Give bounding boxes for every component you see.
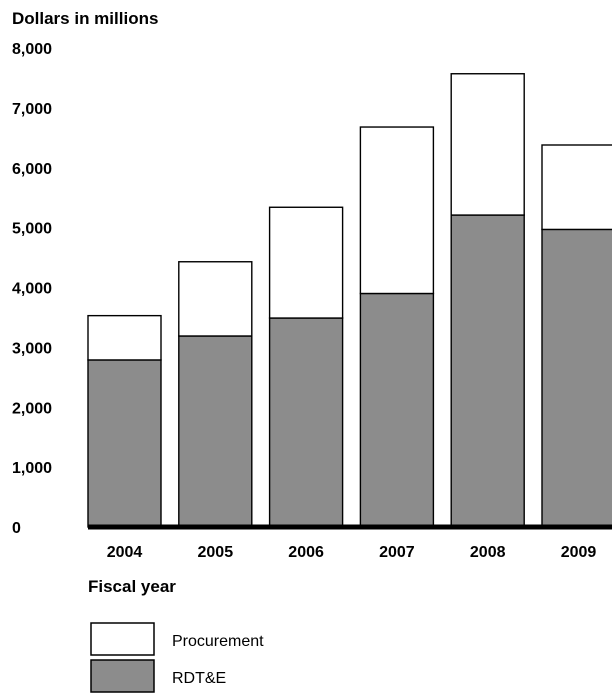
y-tick-label: 5,000	[12, 221, 52, 238]
y-tick-label: 2,000	[12, 400, 52, 417]
bar-procurement-2008	[450, 73, 525, 216]
bars	[87, 73, 612, 528]
bar-rdte-2006	[268, 317, 344, 528]
x-tick-label: 2005	[198, 544, 234, 561]
legend-swatch-procurement	[90, 622, 155, 656]
legend-label-procurement: Procurement	[172, 633, 264, 650]
bar-procurement-2009	[541, 144, 612, 231]
bar-rdte-2008	[450, 214, 525, 528]
legend: Procurement RDT&E	[90, 622, 264, 693]
y-tick-label: 0	[12, 520, 21, 537]
bar-rdte-2005	[178, 335, 253, 528]
x-tick-label: 2008	[470, 544, 506, 561]
x-axis-title: Fiscal year	[88, 577, 176, 596]
y-tick-label: 7,000	[12, 101, 52, 118]
bar-rdte-2004	[87, 359, 162, 528]
legend-label-rdte: RDT&E	[172, 670, 226, 687]
y-tick-labels: 0 1,000 2,000 3,000 4,000 5,000 6,000 7,000 8,00…	[12, 41, 52, 537]
x-tick-label: 2009	[561, 544, 597, 561]
y-tick-label: 6,000	[12, 161, 52, 178]
legend-swatch-rdte	[90, 659, 155, 693]
y-tick-label: 1,000	[12, 460, 52, 477]
y-tick-label: 3,000	[12, 340, 52, 357]
x-tick-label: 2006	[288, 544, 324, 561]
bar-rdte-2007	[359, 292, 435, 528]
x-tick-labels: 2004 2005 2006 2007 2008 2009	[107, 544, 597, 561]
bar-procurement-2007	[359, 126, 435, 295]
bar-procurement-2005	[178, 261, 253, 337]
bar-procurement-2004	[87, 314, 162, 361]
y-tick-label: 4,000	[12, 281, 52, 298]
bar-rdte-2009	[541, 228, 612, 528]
bar-procurement-2006	[268, 206, 344, 319]
x-tick-label: 2004	[107, 544, 143, 561]
x-tick-label: 2007	[379, 544, 415, 561]
y-tick-label: 8,000	[12, 41, 52, 58]
y-axis-title: Dollars in millions	[12, 9, 158, 28]
